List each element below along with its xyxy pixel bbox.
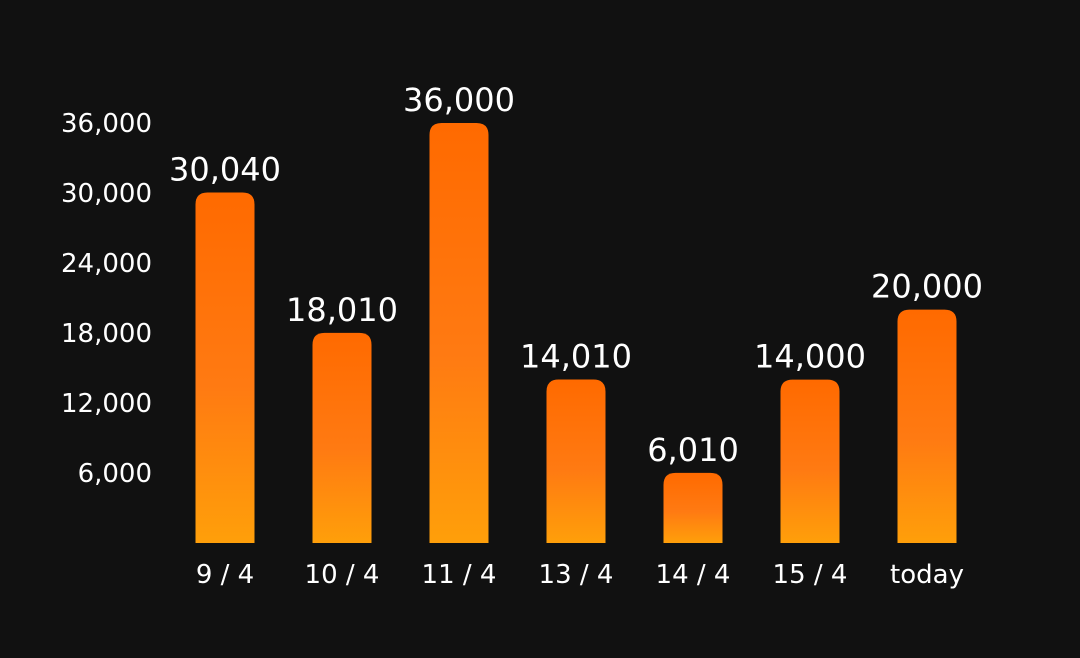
bar-value-label: 6,010 (647, 431, 739, 469)
x-tick-label: 10 / 4 (305, 560, 380, 590)
bar-value-label: 18,010 (286, 291, 398, 329)
x-tick-label: 13 / 4 (539, 560, 614, 590)
y-tick-label: 30,000 (61, 179, 152, 209)
x-tick-label: 14 / 4 (656, 560, 731, 590)
bar (429, 123, 489, 543)
bar (195, 192, 255, 544)
bar (897, 309, 957, 543)
bar (663, 472, 723, 543)
bar-value-label: 20,000 (871, 268, 983, 306)
x-tick-label: 15 / 4 (773, 560, 848, 590)
x-axis: 9 / 4 10 / 4 11 / 4 13 / 4 14 / 4 15 / 4 today (196, 560, 964, 590)
bar-value-label: 14,000 (754, 338, 866, 376)
bar-value-label: 30,040 (169, 151, 281, 189)
y-tick-label: 6,000 (78, 459, 152, 489)
y-tick-label: 24,000 (61, 249, 152, 279)
y-tick-label: 36,000 (61, 109, 152, 139)
y-axis: 6,000 12,000 18,000 24,000 30,000 36,000 (61, 109, 152, 489)
y-tick-label: 12,000 (61, 389, 152, 419)
bar (312, 332, 372, 543)
x-tick-label: 11 / 4 (422, 560, 497, 590)
y-tick-label: 18,000 (61, 319, 152, 349)
x-tick-label: 9 / 4 (196, 560, 254, 590)
bar (780, 379, 840, 543)
bar-value-label: 14,010 (520, 338, 632, 376)
bars: 30,040 18,010 36,000 14,010 6,010 14,00020,00… (169, 81, 983, 544)
bar-value-label: 36,000 (403, 81, 515, 119)
bar (546, 379, 606, 543)
x-tick-label: today (890, 560, 964, 590)
